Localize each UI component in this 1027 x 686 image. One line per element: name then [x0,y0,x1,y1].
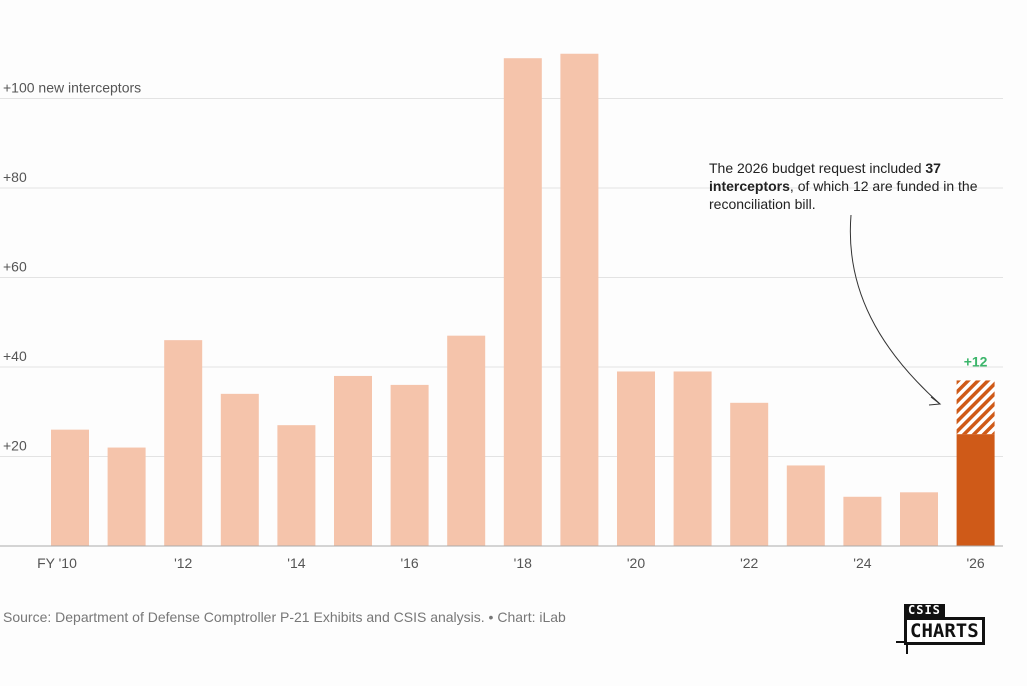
arrowhead-icon [928,396,942,406]
bar-2019 [560,53,599,546]
bar-2021 [673,371,712,546]
bar-2013 [220,393,259,546]
annotation: The 2026 budget request included 37 inte… [709,159,1009,213]
x-tick-label: FY '10 [37,555,77,571]
bar-2014 [277,425,316,546]
bar-2017 [447,335,486,546]
x-tick-label: '20 [627,555,645,571]
bar-2010 [51,429,89,546]
annotation-bold: 37 interceptors [709,160,941,194]
csis-charts-logo[interactable]: CSIS CHARTS [896,604,1002,656]
x-tick-label: '22 [740,555,758,571]
y-tick-label: +40 [3,348,27,364]
bar-2018 [503,58,542,546]
bar-2015 [334,375,372,546]
logo-top: CSIS [904,604,945,617]
x-tick-label: '16 [400,555,418,571]
bar-2011 [107,447,146,546]
y-tick-label: +60 [3,259,27,275]
data-label: +12 [964,353,988,369]
bar-2023 [786,465,825,546]
annotation-text-end: , of which 12 are funded in the reconcil… [709,178,978,212]
bar-2026 [956,434,995,546]
bar-2012 [164,340,203,546]
bar-2022 [730,402,769,546]
logo-crosshair-h [896,641,910,643]
x-tick-label: '26 [966,555,984,571]
x-tick-label: '18 [514,555,532,571]
y-tick-label: +80 [3,169,27,185]
logo-main: CHARTS [904,617,985,645]
annotation-text: The 2026 budget request included [709,160,926,176]
bar-reconciliation-2026 [956,380,995,435]
bar-2025 [900,492,938,546]
annotation-arrow [849,214,941,405]
bar-2016 [390,384,429,546]
bar-2024 [843,496,882,546]
x-tick-label: '24 [853,555,871,571]
y-tick-label: +20 [3,438,27,454]
bar-2020 [617,371,655,546]
y-tick-label: +100 new interceptors [3,80,141,96]
x-tick-label: '14 [287,555,305,571]
x-tick-label: '12 [174,555,192,571]
source-note: Source: Department of Defense Comptrolle… [3,609,566,625]
